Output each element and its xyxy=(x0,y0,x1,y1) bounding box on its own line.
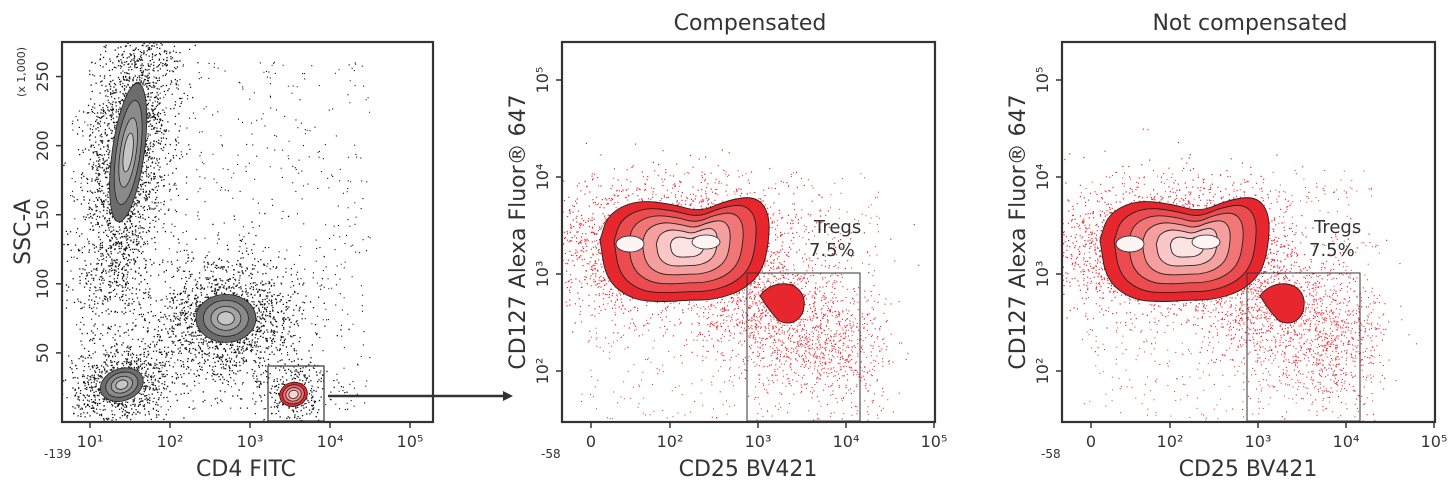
x-tick-label-2-4: 10⁵ xyxy=(921,432,948,451)
dots-layer-1 xyxy=(62,42,371,422)
x-tick-label-1-2: 10³ xyxy=(237,432,264,451)
x-tick-label-3-1: 10² xyxy=(1157,432,1184,451)
treg-gate-2 xyxy=(746,272,861,422)
xaxis-1: 10¹ 10² 10³ 10⁴ 10⁵ xyxy=(77,422,424,451)
x-tick-label-2-2: 10³ xyxy=(745,432,772,451)
gate-percent-2: 7.5% xyxy=(809,240,855,261)
y-axis-title-3: CD127 Alexa Fluor® 647 xyxy=(1006,94,1031,369)
y-tick-label-2-0: 10² xyxy=(533,358,552,385)
x-tick-label-2-0: 0 xyxy=(586,432,596,451)
peak-left-3 xyxy=(1115,235,1145,253)
population-contour-low-ssc-3 xyxy=(115,379,129,390)
y-tick-label-3-2: 10⁴ xyxy=(1033,164,1052,191)
y-tick-label-3-1: 10³ xyxy=(1033,261,1052,288)
x-min-label-2: -58 xyxy=(541,447,561,461)
y-scale-note-1: (x 1,000) xyxy=(15,47,28,97)
treg-bulge-contour-3 xyxy=(1259,283,1305,324)
x-min-label-1: -139 xyxy=(44,447,71,461)
gate-name-2: Tregs xyxy=(813,217,861,238)
panel-not-compensated: Tregs 7.5% 10² 10³ 10⁴ 10⁵ 0 10² 10³ 10⁴ 10⁵ -5… xyxy=(1006,11,1447,482)
x-tick-label-2-3: 10⁴ xyxy=(833,432,860,451)
y-tick-label-1-1: 100 xyxy=(33,269,52,300)
xaxis-3: 0 10² 10³ 10⁴ 10⁵ xyxy=(1086,422,1447,451)
x-min-label-3: -58 xyxy=(1041,447,1061,461)
cd4-gate xyxy=(267,365,325,422)
chart-title-3: Not compensated xyxy=(1152,11,1347,36)
x-axis-title-1: CD4 FITC xyxy=(196,457,296,482)
y-tick-label-2-1: 10³ xyxy=(533,261,552,288)
xaxis-2: 0 10² 10³ 10⁴ 10⁵ xyxy=(586,422,947,451)
plot-frame-2 xyxy=(560,40,937,424)
population-contour-mid-3 xyxy=(217,311,235,326)
y-tick-label-3-3: 10⁵ xyxy=(1033,67,1052,94)
y-tick-label-1-2: 150 xyxy=(33,199,52,230)
x-tick-label-3-3: 10⁴ xyxy=(1333,432,1360,451)
yaxis-1: 50 100 150 200 250 xyxy=(33,61,62,363)
contours-layer-1 xyxy=(100,82,308,407)
treg-bulge-contour-2 xyxy=(759,283,805,324)
x-axis-title-2: CD25 BV421 xyxy=(679,457,818,482)
peak-right-3 xyxy=(1191,234,1221,250)
y-tick-label-1-0: 50 xyxy=(33,343,52,363)
yaxis-2: 10² 10³ 10⁴ 10⁵ xyxy=(533,67,562,385)
panel-compensated: Tregs 7.5% 10² 10³ 10⁴ 10⁵ 0 10² 10³ 10⁴ 10⁵ -5… xyxy=(506,11,947,482)
y-tick-label-2-3: 10⁵ xyxy=(533,67,552,94)
scatter-dots-1 xyxy=(62,42,371,422)
gate-percent-3: 7.5% xyxy=(1309,240,1355,261)
x-tick-label-2-1: 10² xyxy=(657,432,684,451)
chart-title-2: Compensated xyxy=(674,11,827,36)
yaxis-3: 10² 10³ 10⁴ 10⁵ xyxy=(1033,67,1062,385)
peak-left-2 xyxy=(615,235,645,253)
gate-name-3: Tregs xyxy=(1313,217,1361,238)
x-tick-label-1-4: 10⁵ xyxy=(397,432,424,451)
population-contour-cd4-positive-3 xyxy=(288,389,299,399)
x-tick-label-1-0: 10¹ xyxy=(77,432,104,451)
population-contour-high-ssc-3 xyxy=(122,132,134,173)
y-tick-label-2-2: 10⁴ xyxy=(533,164,552,191)
y-tick-label-1-3: 200 xyxy=(33,130,52,161)
x-tick-label-1-1: 10² xyxy=(157,432,184,451)
x-axis-title-3: CD25 BV421 xyxy=(1179,457,1318,482)
x-tick-label-3-2: 10³ xyxy=(1245,432,1272,451)
y-tick-label-3-0: 10² xyxy=(1033,358,1052,385)
contours-layer-2 xyxy=(599,197,805,324)
plot-frame-1 xyxy=(60,40,435,424)
treg-gate-3 xyxy=(1246,272,1361,422)
y-axis-title-1: SSC-A xyxy=(11,199,36,265)
x-tick-label-3-0: 0 xyxy=(1086,432,1096,451)
x-tick-label-1-3: 10⁴ xyxy=(317,432,344,451)
x-tick-label-3-4: 10⁵ xyxy=(1421,432,1448,451)
peak-right-2 xyxy=(691,234,721,250)
panel-cd4-ssc: 50 100 150 200 250 10¹ 10² 10³ 10⁴ 10⁵ -139 (x 1… xyxy=(11,40,435,482)
y-axis-title-2: CD127 Alexa Fluor® 647 xyxy=(506,94,531,369)
contours-layer-3 xyxy=(1099,197,1305,324)
plot-frame-3 xyxy=(1060,40,1437,424)
y-tick-label-1-4: 250 xyxy=(33,61,52,92)
